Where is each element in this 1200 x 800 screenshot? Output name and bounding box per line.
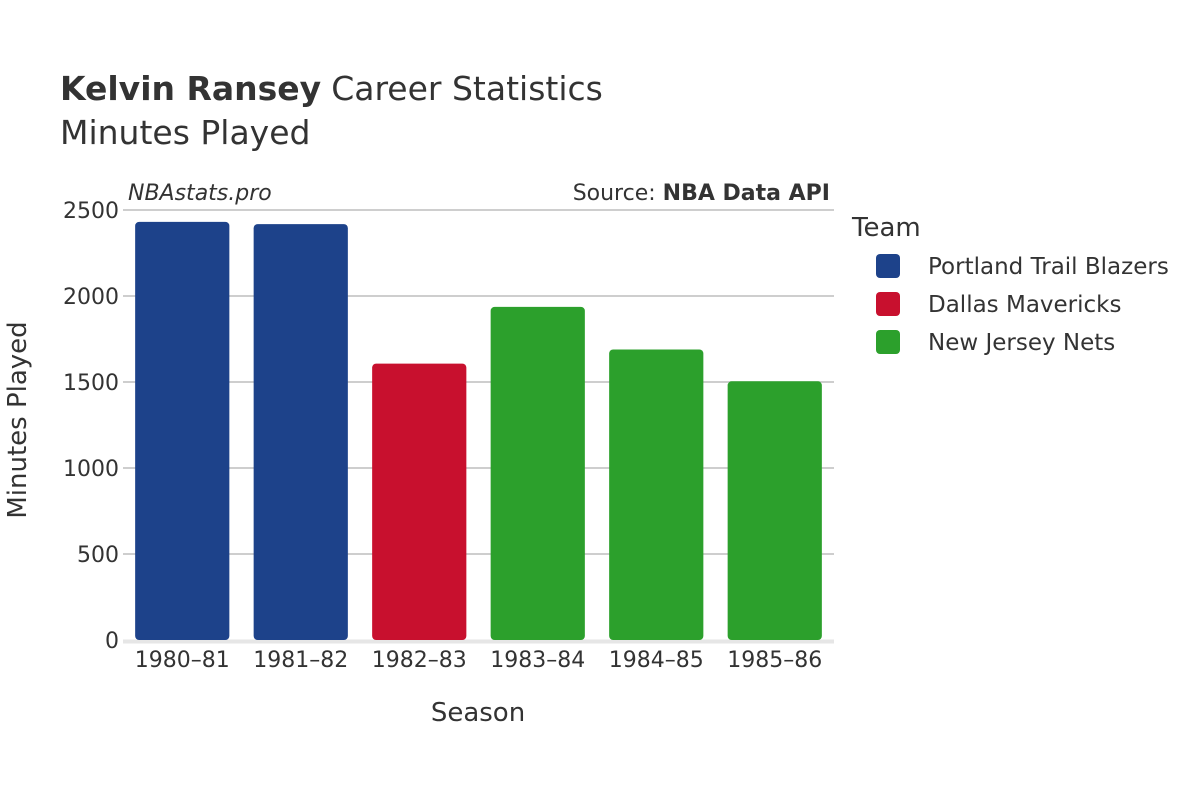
bar — [609, 349, 704, 640]
legend-swatch — [876, 330, 900, 354]
x-tick-label: 1983–84 — [490, 648, 585, 673]
y-axis-label: Minutes Played — [3, 321, 33, 518]
bar — [253, 224, 348, 640]
x-tick-label: 1980–81 — [135, 648, 230, 673]
y-tick-label: 2000 — [63, 285, 119, 310]
watermark: NBAstats.pro — [128, 181, 272, 206]
legend-title: Team — [851, 213, 921, 243]
legend-label: Dallas Mavericks — [928, 292, 1121, 318]
x-tick-label: 1982–83 — [372, 648, 467, 673]
x-tick-label: 1985–86 — [727, 648, 822, 673]
chart-title-bold: Kelvin Ransey — [60, 69, 321, 108]
y-tick-label: 1500 — [63, 371, 119, 396]
legend-label: New Jersey Nets — [928, 330, 1115, 356]
bars — [135, 221, 822, 641]
legend-label: Portland Trail Blazers — [928, 254, 1169, 280]
bar — [727, 381, 822, 640]
legend: Portland Trail Blazers Dallas Mavericks Ne… — [876, 254, 1169, 356]
y-tick-labels: 0 500 1000 1500 2000 2500 — [63, 199, 119, 654]
grid-lines — [123, 209, 834, 644]
bar — [135, 221, 230, 641]
source-name: NBA Data API — [663, 181, 830, 206]
x-axis-label: Season — [431, 698, 525, 728]
legend-swatch — [876, 292, 900, 316]
bar — [490, 306, 585, 640]
x-tick-labels: 1980–81 1981–82 1982–83 1983–84 1984–85 1985–… — [135, 648, 822, 673]
source-prefix: Source: — [573, 181, 663, 206]
chart-title: Kelvin Ransey Career Statistics — [60, 69, 603, 108]
y-tick-label: 500 — [77, 543, 119, 568]
source-credit: Source: NBA Data API — [573, 181, 830, 206]
chart-subtitle: Minutes Played — [60, 113, 310, 152]
x-tick-label: 1984–85 — [609, 648, 704, 673]
x-tick-label: 1981–82 — [253, 648, 348, 673]
y-tick-label: 2500 — [63, 199, 119, 224]
bar — [372, 363, 467, 640]
legend-swatch — [876, 254, 900, 278]
y-tick-label: 1000 — [63, 457, 119, 482]
chart-title-rest: Career Statistics — [331, 69, 603, 108]
y-tick-label: 0 — [105, 629, 119, 654]
